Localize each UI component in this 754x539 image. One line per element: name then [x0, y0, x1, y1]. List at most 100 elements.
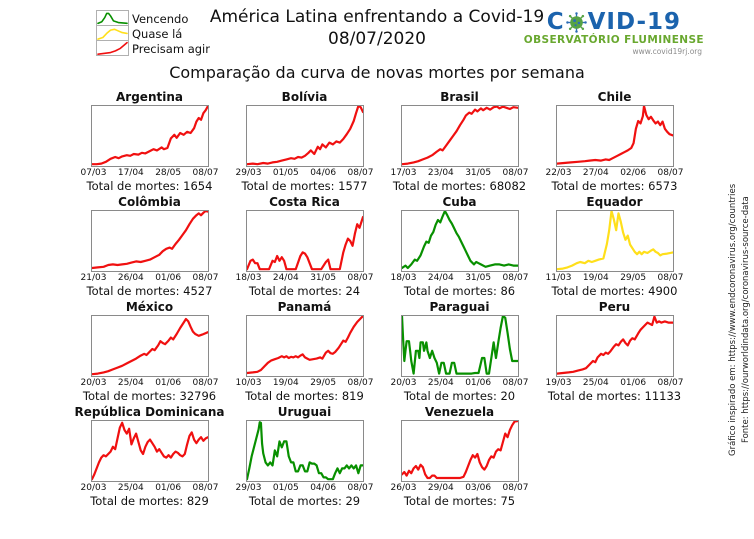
x-tick-label: 08/07: [347, 273, 374, 283]
legend-item: Precisam agir: [96, 40, 210, 56]
x-tick-label: 28/05: [155, 168, 182, 178]
total-deaths: Total de mortes: 1654: [86, 179, 213, 193]
x-ticks: 20/03 25/04 01/06 08/07: [391, 378, 529, 389]
x-tick-label: 20/03: [390, 378, 417, 388]
x-ticks: 19/03 25/04 01/06 08/07: [546, 378, 684, 389]
total-deaths: Total de mortes: 819: [245, 389, 364, 403]
x-ticks: 20/03 25/04 01/06 08/07: [81, 483, 219, 494]
x-tick-label: 08/07: [347, 378, 374, 388]
x-ticks: 26/03 29/04 03/06 08/07: [391, 483, 529, 494]
x-ticks: 18/03 24/04 31/05 08/07: [391, 273, 529, 284]
line-plot: [245, 315, 364, 377]
deaths-curve: [402, 107, 518, 165]
line-plot: [245, 420, 364, 482]
total-deaths: Total de mortes: 32796: [82, 389, 217, 403]
x-tick-label: 08/07: [502, 273, 529, 283]
x-tick-label: 03/06: [465, 483, 492, 493]
legend-label: Precisam agir: [132, 41, 210, 56]
line-plot: [400, 420, 519, 482]
x-tick-label: 08/07: [657, 378, 684, 388]
line-plot: [400, 105, 519, 167]
x-ticks: 18/03 24/04 31/05 08/07: [236, 273, 374, 284]
deaths-curve: [402, 316, 518, 374]
x-tick-label: 19/04: [272, 378, 299, 388]
line-plot: [555, 105, 674, 167]
chart-title: Equador: [586, 195, 643, 209]
x-ticks: 22/03 27/04 02/06 08/07: [546, 168, 684, 179]
chart-panel: Cuba 18/03 24/04 31/05 08/07 Total de morte…: [382, 195, 537, 299]
chart-title: Argentina: [116, 90, 183, 104]
chart-panel: Bolívia 29/03 01/05 04/06 08/07 Total de mo…: [227, 90, 382, 194]
logo-word-start: C: [546, 9, 565, 35]
chart-title: Brasil: [440, 90, 479, 104]
chart-panel: Colômbia 21/03 26/04 01/06 08/07 Total de m…: [72, 195, 227, 299]
x-tick-label: 31/05: [465, 273, 492, 283]
deaths-curve: [92, 319, 208, 374]
x-tick-label: 08/07: [657, 273, 684, 283]
chart-panel: Brasil 17/03 23/04 31/05 08/07 Total de mor…: [382, 90, 537, 194]
x-tick-label: 31/05: [310, 273, 337, 283]
line-plot: [245, 105, 364, 167]
deaths-curve: [92, 106, 208, 164]
total-deaths: Total de mortes: 11133: [547, 389, 682, 403]
x-ticks: 20/03 25/04 01/06 08/07: [81, 378, 219, 389]
deaths-curve: [247, 316, 363, 373]
credit-source: Fonte: https://ourworldindata.org/corona…: [740, 196, 751, 444]
total-deaths: Total de mortes: 829: [90, 494, 209, 508]
x-tick-label: 01/06: [620, 378, 647, 388]
x-tick-label: 04/06: [310, 168, 337, 178]
x-tick-label: 26/03: [390, 483, 417, 493]
chart-panel: República Dominicana 20/03 25/04 01/06 08/0…: [72, 405, 227, 509]
x-tick-label: 08/07: [502, 378, 529, 388]
x-tick-label: 25/04: [427, 378, 454, 388]
total-deaths: Total de mortes: 6573: [551, 179, 678, 193]
total-deaths: Total de mortes: 68082: [392, 179, 527, 193]
total-deaths: Total de mortes: 86: [403, 284, 516, 298]
deaths-curve: [557, 317, 673, 374]
x-tick-label: 08/07: [347, 483, 374, 493]
x-tick-label: 25/04: [117, 483, 144, 493]
x-tick-label: 08/07: [502, 168, 529, 178]
x-tick-label: 29/03: [235, 168, 262, 178]
x-ticks: 17/03 23/04 31/05 08/07: [391, 168, 529, 179]
chart-title: Panamá: [277, 300, 332, 314]
x-tick-label: 01/06: [155, 483, 182, 493]
chart-title: Chile: [597, 90, 632, 104]
legend-label: Quase lá: [132, 26, 183, 41]
x-tick-label: 21/03: [80, 273, 107, 283]
chart-title: Cuba: [442, 195, 477, 209]
credit-inspiration: Gráfico inspirado em: https://www.endcor…: [727, 183, 738, 457]
x-tick-label: 29/05: [620, 273, 647, 283]
line-plot: [400, 210, 519, 272]
chart-panel: Argentina 07/03 17/04 28/05 08/07 Total de …: [72, 90, 227, 194]
line-plot: [555, 210, 674, 272]
chart-panel: Peru 19/03 25/04 01/06 08/07 Total de morte…: [537, 300, 692, 404]
total-deaths: Total de mortes: 1577: [241, 179, 368, 193]
x-tick-label: 01/06: [465, 378, 492, 388]
x-ticks: 29/03 01/05 04/06 08/07: [236, 168, 374, 179]
deaths-curve: [92, 211, 208, 268]
total-deaths: Total de mortes: 4527: [86, 284, 213, 298]
line-plot: [90, 105, 209, 167]
x-tick-label: 26/04: [117, 273, 144, 283]
page-title: América Latina enfrentando a Covid-19: [209, 7, 545, 27]
x-tick-label: 18/03: [235, 273, 262, 283]
charts-grid: Argentina 07/03 17/04 28/05 08/07 Total de …: [72, 90, 692, 509]
x-ticks: 21/03 26/04 01/06 08/07: [81, 273, 219, 284]
x-tick-label: 25/04: [582, 378, 609, 388]
x-tick-label: 18/03: [390, 273, 417, 283]
chart-title: Bolívia: [281, 90, 328, 104]
x-tick-label: 02/06: [620, 168, 647, 178]
deaths-curve: [557, 211, 673, 269]
virus-icon: [565, 11, 587, 33]
x-tick-label: 08/07: [192, 378, 219, 388]
total-deaths: Total de mortes: 29: [248, 494, 361, 508]
x-tick-label: 01/05: [272, 168, 299, 178]
x-ticks: 29/03 01/05 04/06 08/07: [236, 483, 374, 494]
x-tick-label: 01/06: [155, 273, 182, 283]
total-deaths: Total de mortes: 75: [403, 494, 516, 508]
x-tick-label: 11/03: [545, 273, 572, 283]
deaths-curve: [247, 422, 363, 479]
deaths-curve: [402, 211, 518, 268]
